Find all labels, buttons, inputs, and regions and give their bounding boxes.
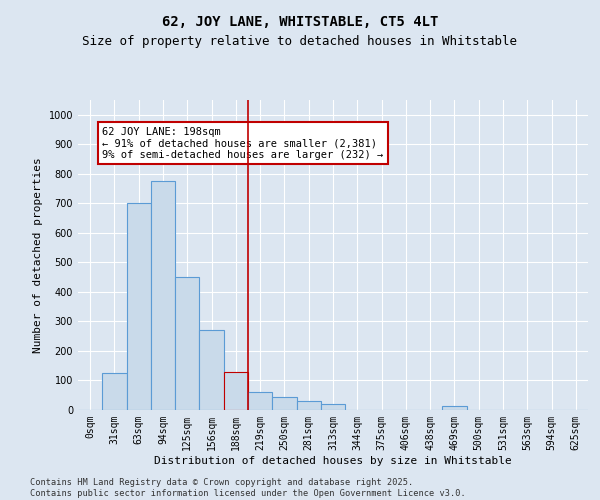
- X-axis label: Distribution of detached houses by size in Whitstable: Distribution of detached houses by size …: [154, 456, 512, 466]
- Bar: [224, 372, 248, 410]
- Bar: [175, 277, 199, 410]
- Bar: [199, 330, 224, 410]
- Text: Size of property relative to detached houses in Whitstable: Size of property relative to detached ho…: [83, 35, 517, 48]
- Text: Contains HM Land Registry data © Crown copyright and database right 2025.
Contai: Contains HM Land Registry data © Crown c…: [30, 478, 466, 498]
- Bar: [102, 373, 127, 410]
- Bar: [272, 396, 296, 410]
- Bar: [127, 204, 151, 410]
- Text: 62 JOY LANE: 198sqm
← 91% of detached houses are smaller (2,381)
9% of semi-deta: 62 JOY LANE: 198sqm ← 91% of detached ho…: [102, 126, 383, 160]
- Y-axis label: Number of detached properties: Number of detached properties: [33, 157, 43, 353]
- Bar: [321, 404, 345, 410]
- Text: 62, JOY LANE, WHITSTABLE, CT5 4LT: 62, JOY LANE, WHITSTABLE, CT5 4LT: [162, 15, 438, 29]
- Bar: [151, 181, 175, 410]
- Bar: [442, 406, 467, 410]
- Bar: [296, 401, 321, 410]
- Bar: [248, 392, 272, 410]
